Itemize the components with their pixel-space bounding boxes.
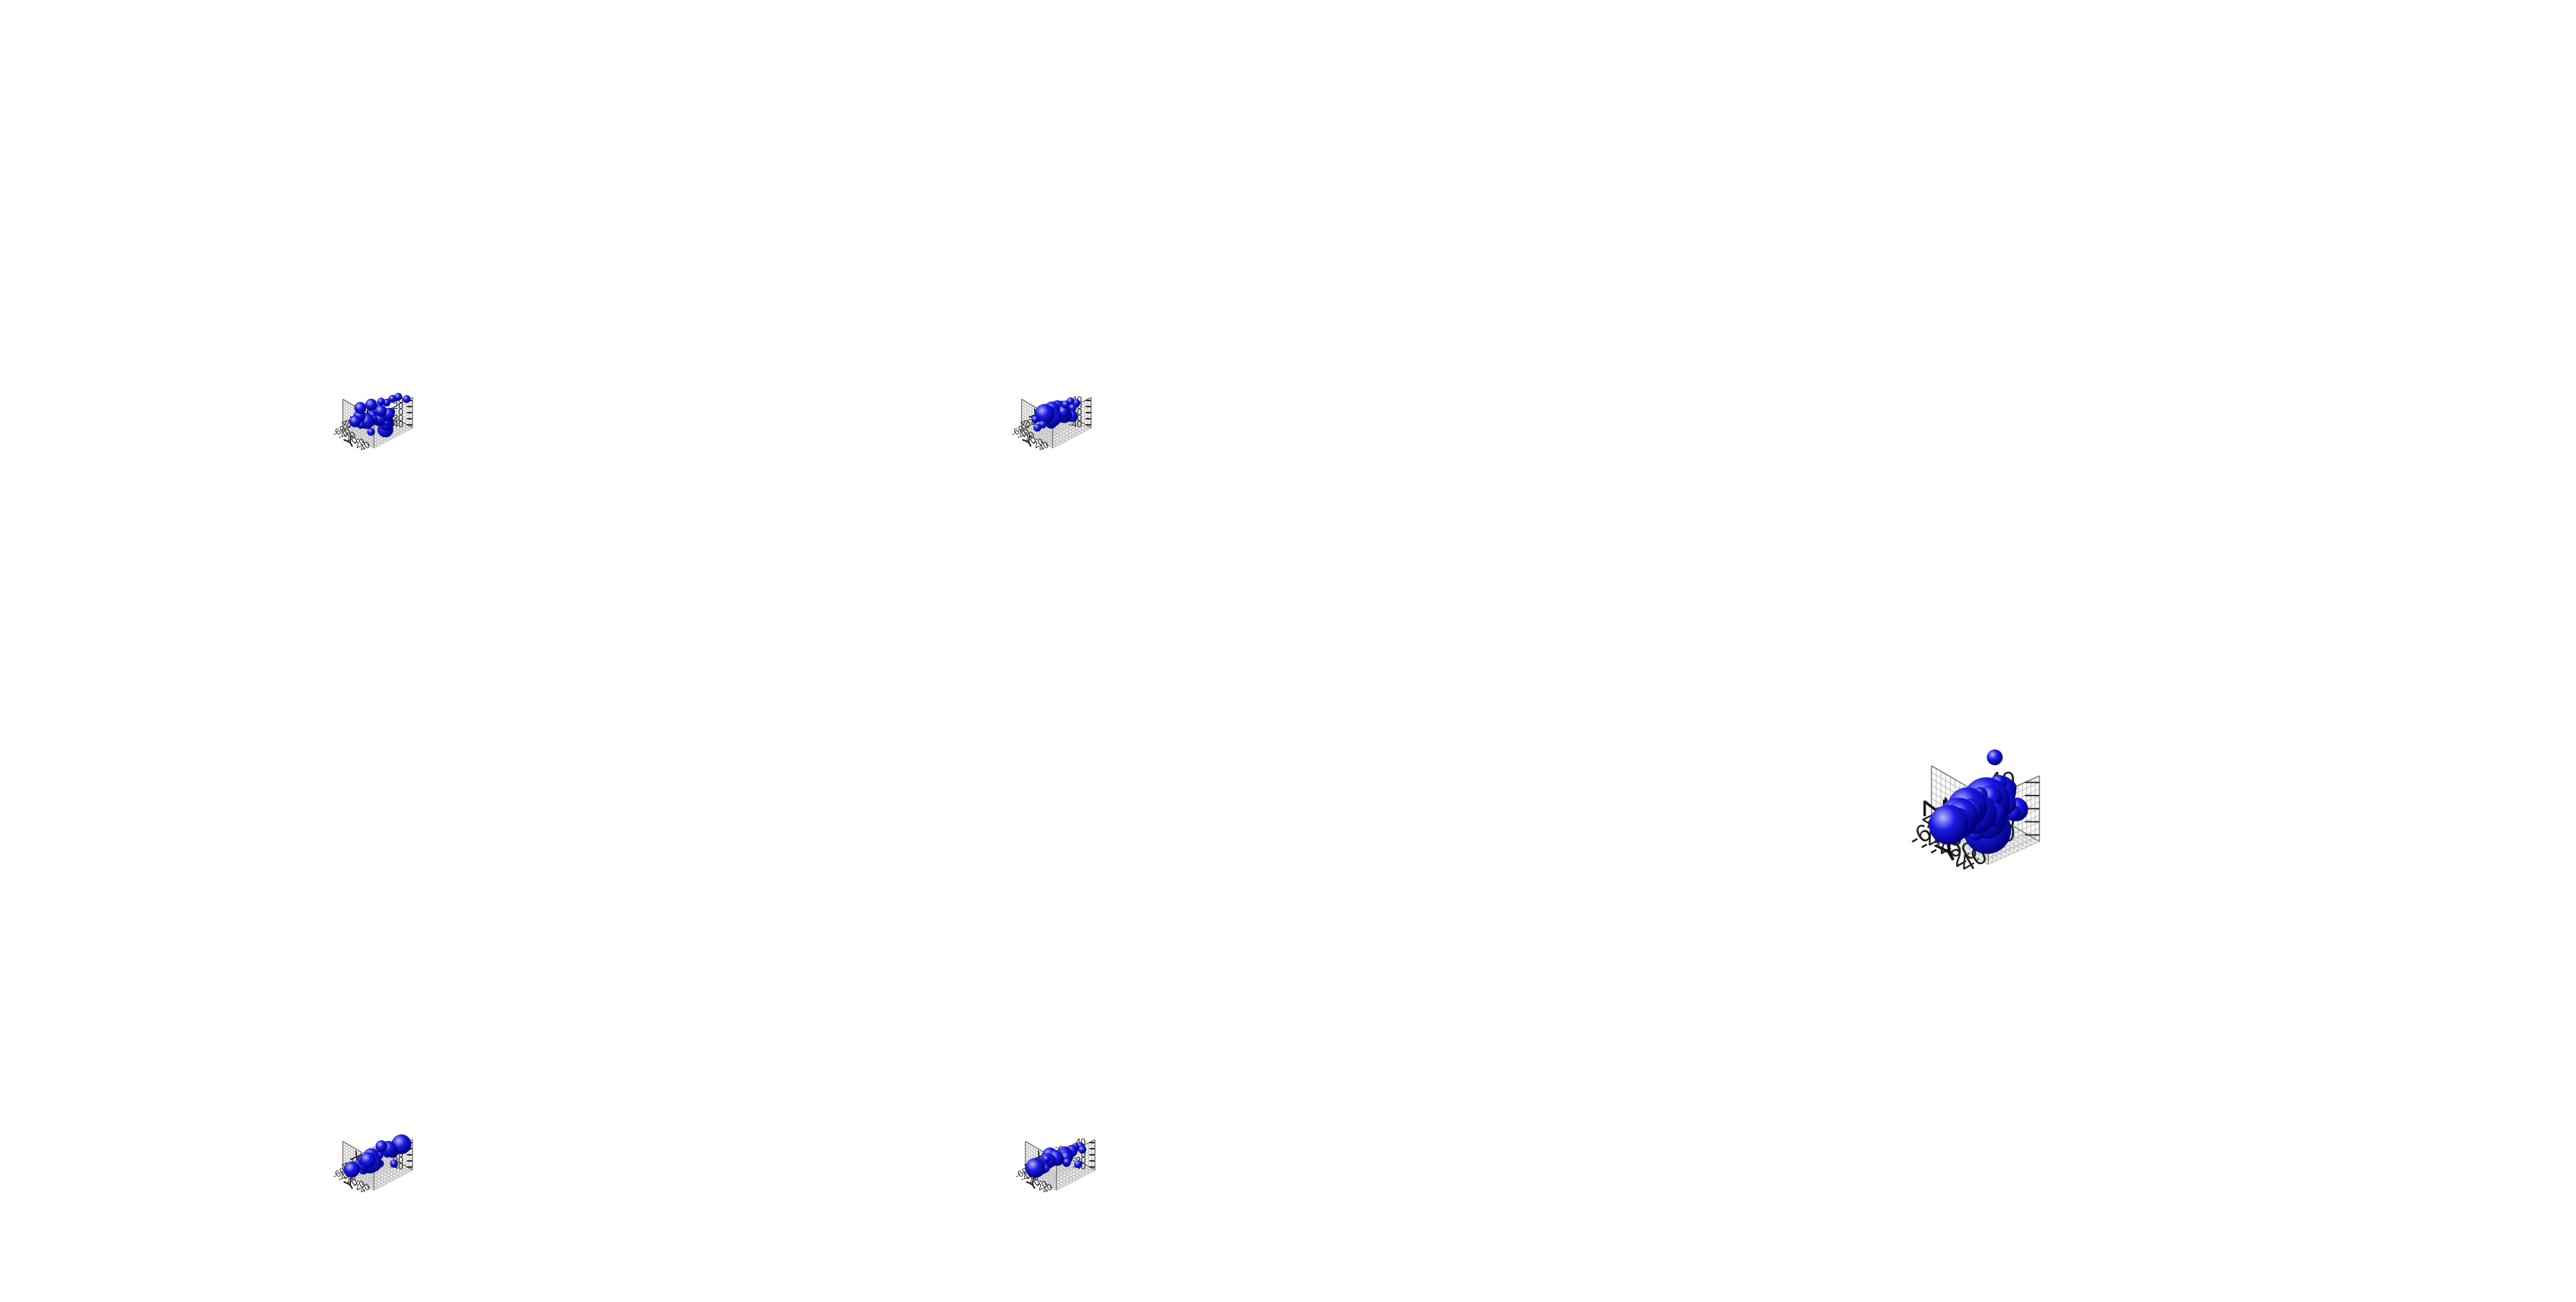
y-tick-label: 20 [352, 1178, 367, 1193]
scatter3d-panel-4: -40-2002040Z-60-40-2002040X-60-40-200204… [1013, 1136, 1096, 1196]
data-point [377, 397, 385, 406]
scatter3d-panel-1: -40-2002040Z-60-40-2002040X-60-40-200204… [330, 393, 413, 454]
data-point [360, 1152, 376, 1169]
y-tick [361, 1183, 365, 1186]
data-point [1025, 1158, 1045, 1178]
z-tick-label: 0 [398, 407, 403, 417]
wall-gridline [374, 427, 413, 448]
wall-gridline [1052, 412, 1092, 433]
wall-gridline [1052, 415, 1092, 436]
data-point [1035, 403, 1055, 424]
floor-gridline [1978, 835, 2031, 860]
data-point [388, 394, 397, 403]
data-point [374, 405, 387, 417]
wall-gridline [1021, 426, 1053, 445]
data-point [365, 398, 377, 411]
y-tick-label: 40 [358, 439, 372, 454]
y-tick [1049, 1186, 1052, 1189]
data-point [367, 427, 375, 436]
wall-gridline [374, 1166, 413, 1188]
data-point [348, 415, 361, 428]
floor-gridline [363, 1163, 403, 1185]
scatter3d-panel-3: -40-2002040Z-60-40-2002040X-60-40-200204… [330, 1134, 413, 1196]
y-tick-label: 20 [1035, 1178, 1049, 1193]
data-point [390, 1159, 398, 1168]
data-point [1031, 415, 1039, 423]
wall-gridline [342, 420, 374, 439]
y-tick-label: 20 [352, 436, 367, 451]
y-tick-label: 40 [1036, 439, 1051, 454]
floor-gridline [1042, 421, 1081, 442]
wall-gridline [1052, 427, 1092, 448]
data-point [1074, 1160, 1083, 1169]
y-tick-label: 20 [1031, 436, 1045, 451]
y-tick [346, 432, 348, 435]
wall-gridline [374, 1163, 413, 1185]
wall-gridline [1056, 1163, 1096, 1185]
y-tick-label: 40 [1040, 1181, 1055, 1196]
wall-gridline [374, 1157, 413, 1178]
z-tick-label: 0 [1081, 1149, 1086, 1159]
wall-gridline [1056, 1166, 1096, 1188]
y-tick [1958, 847, 1961, 850]
wall-gridline [1987, 834, 2040, 859]
wall-gridline [1052, 424, 1092, 445]
y-tick-label: 40 [358, 1181, 372, 1196]
data-point [403, 395, 411, 403]
data-point [354, 402, 367, 414]
y-tick [1020, 429, 1023, 432]
scatter3d-panel-2: -40-2002040Z-60-40-2002040X-60-40-200204… [1009, 394, 1092, 454]
wall-gridline [374, 424, 413, 445]
data-point [1078, 1146, 1087, 1154]
wall-gridline [1052, 421, 1092, 442]
data-point [375, 1140, 388, 1153]
data-point [1062, 400, 1070, 409]
wall-gridline [1056, 1169, 1096, 1191]
data-point [1042, 1155, 1051, 1163]
wall-gridline [1021, 413, 1053, 433]
wall-gridline [374, 1160, 413, 1181]
data-point [1929, 805, 1969, 845]
wall-gridline [1987, 841, 2040, 865]
wall-gridline [1052, 418, 1092, 439]
wall-gridline [374, 421, 413, 442]
x-tick-label: 40 [1018, 417, 1033, 432]
data-point [1063, 1158, 1071, 1166]
wall-gridline [1056, 1160, 1096, 1181]
z-tick-label: 0 [1077, 407, 1082, 417]
data-point [1987, 749, 2003, 766]
data-point [344, 1161, 360, 1178]
wall-gridline [374, 1169, 413, 1191]
z-tick-label: 20 [393, 400, 403, 411]
wall-gridline [342, 426, 374, 445]
scatter3d-panel-large: -40-2002040Z-60-40-2002040X-60-40-200204… [1903, 749, 2041, 878]
wall-gridline [1056, 1157, 1096, 1178]
data-point [1033, 423, 1042, 432]
y-tick [1977, 858, 1980, 860]
